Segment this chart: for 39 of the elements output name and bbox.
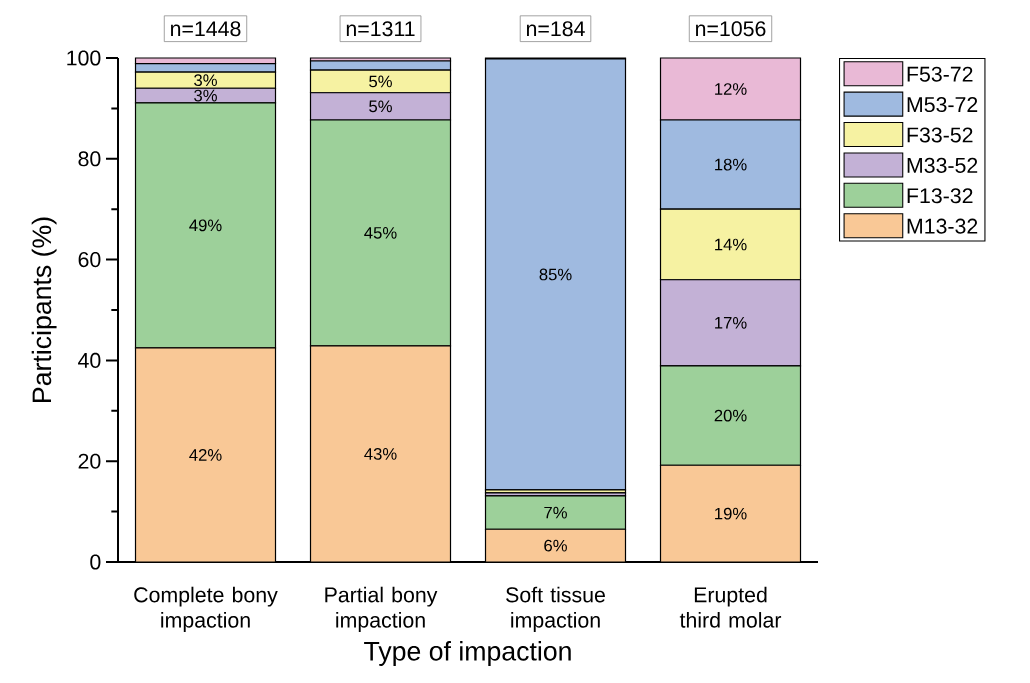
data-label: 20% — [714, 409, 747, 422]
legend-label: M13-32 — [907, 218, 978, 234]
data-label: 49% — [189, 219, 222, 232]
x-tick-label: Complete bony impaction — [134, 586, 278, 632]
text: n=1311 — [346, 21, 415, 37]
y-tick-label: 40 — [78, 352, 101, 368]
text: n=1448 — [171, 21, 241, 37]
data-label: 42% — [189, 449, 222, 461]
y-tick-label: 60 — [78, 252, 101, 268]
legend-label: F33-52 — [907, 127, 973, 143]
data-label: 17% — [715, 317, 747, 329]
data-label: 12% — [715, 83, 747, 95]
legend-label: M33-52 — [907, 157, 978, 173]
y-tick-label: 0 — [90, 554, 101, 570]
legend-label: F13-32 — [907, 188, 973, 204]
y-axis-title: Participants (%) — [31, 217, 57, 402]
data-label: 3% — [194, 74, 217, 87]
text: n=184 — [526, 21, 585, 37]
y-tick-label: 20 — [78, 453, 101, 469]
data-label: 3% — [194, 89, 217, 102]
data-label: 19% — [715, 507, 747, 520]
y-tick-label: 100 — [67, 50, 101, 66]
data-label: 18% — [715, 158, 747, 171]
data-label: 7% — [544, 506, 567, 519]
x-tick-label: Soft tissue impaction — [506, 586, 605, 632]
data-label: 14% — [715, 238, 747, 251]
legend-label: M53-72 — [907, 97, 978, 113]
data-label: 6% — [544, 539, 567, 552]
data-label: 5% — [369, 100, 392, 113]
x-axis-title: Type of impaction — [364, 641, 571, 666]
text: n=1056 — [696, 21, 766, 37]
y-tick-label: 80 — [78, 151, 101, 167]
x-tick-label: Erupted third molar — [679, 586, 782, 628]
data-label: 45% — [364, 227, 397, 239]
x-tick-label: Partial bony impaction — [325, 586, 438, 632]
data-label: 5% — [369, 75, 392, 88]
data-label: 43% — [364, 448, 397, 460]
data-label: 85% — [539, 268, 572, 281]
legend-label: F53-72 — [907, 66, 973, 82]
